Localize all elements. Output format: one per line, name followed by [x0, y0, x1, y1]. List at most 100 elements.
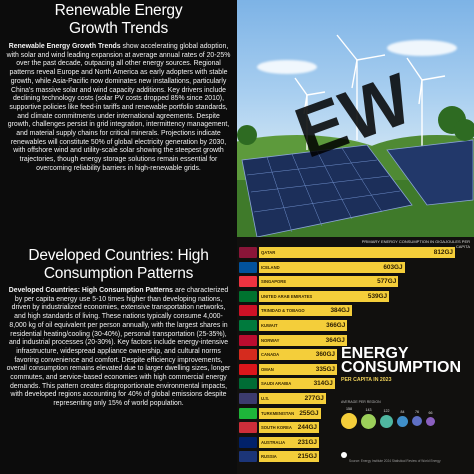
- chart-title-line-1: ENERGY: [341, 345, 409, 362]
- bar-row: CANADA 360GJ: [237, 349, 474, 362]
- country-flag-icon: [239, 276, 257, 288]
- country-label: UNITED ARAB EMIRATES: [261, 293, 313, 299]
- bar-row: KUWAIT 366GJ: [237, 320, 474, 333]
- bar: QATAR 812GJ: [259, 247, 455, 258]
- bar-row: AUSTRALIA 231GJ: [237, 436, 474, 450]
- developed-countries-body: Developed Countries: High Consumption Pa…: [6, 287, 231, 409]
- country-flag-icon: [239, 407, 257, 419]
- country-label: SINGAPORE: [261, 279, 287, 285]
- country-label: U.S.: [261, 396, 270, 401]
- value-label: 255GJ: [299, 409, 319, 417]
- region-average-value: 76: [415, 410, 419, 414]
- country-label: NORWAY: [261, 337, 280, 343]
- body-paragraph: are characterized by per capita energy u…: [6, 287, 231, 408]
- bar: CANADA 360GJ: [259, 349, 337, 361]
- value-label: 603GJ: [383, 263, 403, 271]
- region-average-value: 143: [365, 407, 372, 412]
- bar: U.S. 277GJ: [259, 393, 326, 404]
- country-label: TURKMENISTAN: [261, 410, 295, 416]
- chart-subtitle: PER CAPITA IN 2023: [341, 377, 392, 383]
- publisher-logo-icon: [341, 452, 347, 458]
- solar-panel-icon: [241, 139, 474, 237]
- bar-row: NORWAY 364GJ: [237, 334, 474, 348]
- developed-countries-panel: Developed Countries: High Consumption Pa…: [0, 237, 237, 474]
- title-line-2: Consumption Patterns: [43, 265, 194, 282]
- chart-title: ENERGY CONSUMPTION: [341, 345, 461, 376]
- bar-row: SAUDI ARABIA 314GJ: [237, 378, 474, 391]
- bar: SOUTH KOREA 244GJ: [259, 422, 319, 434]
- bar: AUSTRALIA 231GJ: [259, 436, 319, 448]
- country-flag-icon: [239, 451, 257, 463]
- value-label: 577GJ: [377, 278, 397, 286]
- bar-row: SINGAPORE 577GJ: [237, 276, 474, 289]
- country-label: ICELAND: [261, 264, 280, 270]
- country-label: RUSSIA: [261, 454, 277, 460]
- bar-row: UNITED ARAB EMIRATES 539GJ: [237, 290, 474, 304]
- bar-row: RUSSIA 215GJ: [237, 451, 474, 464]
- body-paragraph: show accelerating global adoption, with …: [6, 43, 231, 172]
- bar: TRINIDAD & TOBAGO 384GJ: [259, 305, 352, 317]
- region-average-label: AVERAGE PER REGION: [341, 400, 381, 404]
- region-average-bubble: 158: [341, 407, 357, 429]
- bar: ICELAND 603GJ: [259, 261, 405, 273]
- body-lead: Renewable Energy Growth Trends: [8, 43, 121, 50]
- value-label: 277GJ: [304, 395, 324, 402]
- value-label: 366GJ: [326, 322, 346, 329]
- bar-row: QATAR 812GJ: [237, 247, 474, 260]
- cloud: [387, 40, 457, 56]
- cloud: [257, 60, 317, 74]
- country-flag-icon: [239, 436, 257, 448]
- region-average-bubble: 122: [380, 409, 393, 428]
- wind-turbine-icon: [294, 34, 446, 150]
- value-label: 384GJ: [330, 307, 350, 315]
- country-flag-icon: [239, 334, 257, 346]
- country-label: OMAN: [261, 366, 274, 372]
- value-label: 812GJ: [433, 249, 453, 256]
- value-label: 335GJ: [315, 365, 335, 373]
- title-line-1: Developed Countries: High: [28, 247, 209, 264]
- country-flag-icon: [239, 378, 257, 390]
- renewable-growth-title: Renewable Energy Growth Trends: [6, 2, 231, 38]
- body-lead: Developed Countries: High Consumption Pa…: [8, 287, 174, 294]
- chart-header: PRIMARY ENERGY CONSUMPTION IN GIGAJOULES…: [361, 239, 470, 249]
- bar: SINGAPORE 577GJ: [259, 276, 399, 288]
- title-line-1: Renewable Energy: [54, 2, 183, 19]
- country-flag-icon: [239, 363, 257, 375]
- bar-row: ICELAND 603GJ: [237, 261, 474, 275]
- bar: KUWAIT 366GJ: [259, 320, 348, 331]
- renewable-growth-body: Renewable Energy Growth Trends show acce…: [6, 43, 231, 174]
- region-average-value: 158: [346, 407, 352, 411]
- value-label: 539GJ: [367, 292, 388, 300]
- bar: OMAN 335GJ: [259, 363, 337, 375]
- value-label: 244GJ: [297, 424, 317, 432]
- chart-source: Source: Energy Institute 2024 Statistica…: [349, 459, 441, 463]
- region-average-bubble: 84: [397, 410, 408, 427]
- region-average-value: 84: [400, 409, 405, 414]
- country-flag-icon: [239, 393, 257, 404]
- region-average-value: 66: [428, 410, 433, 415]
- region-average-value: 122: [383, 408, 390, 413]
- title-line-2: Growth Trends: [68, 20, 169, 37]
- country-label: CANADA: [261, 352, 280, 358]
- value-label: 314GJ: [313, 380, 333, 388]
- chart-title-line-2: CONSUMPTION: [341, 359, 461, 376]
- tree-icon: [237, 106, 474, 145]
- country-flag-icon: [239, 247, 257, 258]
- country-label: SAUDI ARABIA: [261, 381, 292, 387]
- country-label: TRINIDAD & TOBAGO: [261, 308, 305, 314]
- landscape-illustration: EW: [237, 34, 474, 237]
- renewable-growth-panel: Renewable Energy Growth Trends Renewable…: [0, 0, 237, 237]
- region-average-bubble: 143: [361, 408, 376, 429]
- bar-row: U.S. 277GJ: [237, 393, 474, 406]
- bar: NORWAY 364GJ: [259, 334, 347, 346]
- country-label: SOUTH KOREA: [261, 425, 292, 431]
- country-flag-icon: [239, 349, 257, 361]
- country-label: QATAR: [261, 250, 276, 255]
- country-label: AUSTRALIA: [261, 439, 286, 445]
- bar: SAUDI ARABIA 314GJ: [259, 378, 335, 390]
- value-label: 360GJ: [315, 351, 335, 359]
- country-flag-icon: [239, 320, 257, 331]
- bar: TURKMENISTAN 255GJ: [259, 407, 321, 419]
- country-flag-icon: [239, 261, 257, 273]
- energy-consumption-chart: PRIMARY ENERGY CONSUMPTION IN GIGAJOULES…: [237, 237, 474, 474]
